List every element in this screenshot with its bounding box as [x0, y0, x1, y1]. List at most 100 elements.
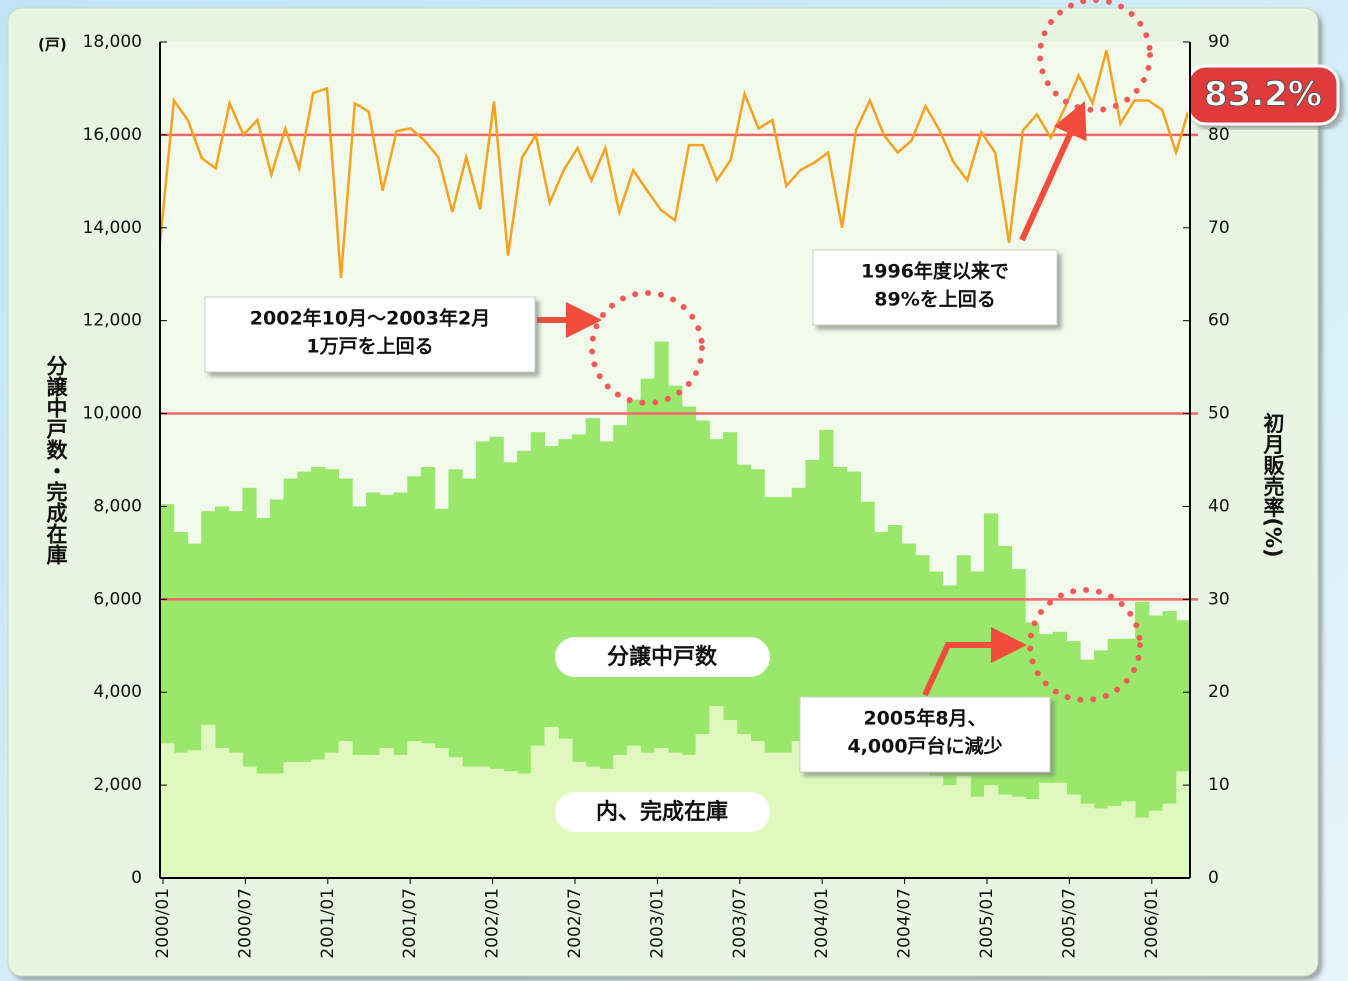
bar — [1135, 817, 1150, 878]
series-label: 分譲中戸数 — [607, 644, 718, 670]
bar — [434, 747, 449, 878]
annotation-text: 1996年度以来で — [861, 260, 1009, 283]
bar — [956, 775, 971, 878]
bar — [297, 761, 312, 878]
x-tick-label: 2002/01 — [483, 888, 503, 959]
bar — [874, 759, 889, 878]
bar — [1107, 806, 1122, 878]
series-label-box — [555, 792, 770, 832]
highlight-circle — [1027, 587, 1143, 703]
bar — [393, 754, 408, 878]
x-tick-label: 2001/07 — [400, 888, 420, 959]
arrow — [922, 627, 1027, 697]
y-tick-label: 8,000 — [93, 496, 142, 516]
bar — [929, 775, 944, 878]
bar — [228, 752, 243, 878]
x-tick-label: 2004/01 — [812, 888, 832, 959]
bar — [324, 752, 340, 878]
bar — [1176, 771, 1191, 878]
y2-tick-label: 90 — [1208, 32, 1230, 52]
badge-box — [1186, 64, 1340, 126]
bar — [846, 754, 861, 878]
bar — [517, 773, 532, 878]
y-tick-label: 14,000 — [83, 218, 142, 238]
y2-tick-label: 20 — [1208, 682, 1230, 702]
bar — [1148, 810, 1164, 878]
bar — [160, 743, 175, 878]
y-axis-label: 分譲中戸数・完成在庫 — [44, 355, 68, 566]
bar — [819, 745, 834, 878]
bar — [311, 759, 326, 878]
annotation-box — [204, 296, 536, 373]
bar — [915, 771, 930, 878]
series-label-box — [555, 637, 770, 677]
bar — [1011, 796, 1026, 878]
rate-line — [158, 50, 1192, 279]
bar — [530, 745, 546, 878]
bar — [462, 766, 477, 878]
y-tick-label: 18,000 — [83, 32, 142, 52]
annotation-box — [812, 249, 1058, 326]
y2-tick-label: 80 — [1208, 125, 1230, 145]
bar — [214, 747, 230, 878]
y2-tick-label: 70 — [1208, 218, 1230, 238]
bar — [366, 754, 381, 878]
bar — [407, 740, 422, 878]
bar — [269, 773, 285, 878]
x-tick-label: 2001/01 — [318, 888, 338, 959]
y-tick-label: 6,000 — [93, 589, 142, 609]
y2-tick-label: 40 — [1208, 496, 1230, 516]
annotation-text: 2005年8月、 — [863, 707, 986, 730]
y-tick-label: 2,000 — [93, 775, 142, 795]
bar — [832, 752, 848, 878]
x-tick-label: 2005/07 — [1059, 888, 1079, 959]
bar — [654, 341, 669, 879]
annotation-text: 2002年10月〜2003年2月 — [250, 307, 490, 330]
bar — [173, 752, 188, 878]
bar — [1162, 803, 1177, 878]
bar — [201, 724, 216, 878]
y2-axis-label: 初月販売率(%) — [1261, 412, 1286, 558]
bar — [448, 757, 463, 878]
bar — [503, 771, 518, 878]
bar — [475, 766, 491, 878]
annotation-text: 89%を上回る — [874, 289, 995, 311]
bar — [256, 773, 271, 878]
bar — [901, 768, 916, 878]
y-tick-label: 0 — [131, 868, 142, 888]
x-tick-label: 2003/01 — [647, 888, 667, 959]
highlight-circle — [589, 290, 705, 406]
y2-tick-label: 10 — [1208, 775, 1230, 795]
annotation-text: 1万戸を上回る — [306, 336, 433, 358]
y-tick-label: 10,000 — [83, 404, 142, 424]
y2-tick-label: 0 — [1208, 868, 1219, 888]
bar — [860, 757, 875, 878]
bar — [187, 750, 202, 878]
bar — [997, 794, 1012, 878]
bar — [1052, 782, 1067, 878]
bar — [517, 450, 532, 878]
bar — [1038, 782, 1054, 878]
x-tick-label: 2004/07 — [895, 888, 915, 959]
bar — [544, 727, 559, 878]
bar — [1135, 601, 1150, 878]
bar — [338, 740, 353, 878]
bar — [1080, 803, 1095, 878]
y2-tick-label: 60 — [1208, 311, 1230, 331]
bar — [791, 740, 806, 878]
bar — [489, 436, 504, 878]
x-tick-label: 2000/07 — [235, 888, 255, 959]
bar — [379, 747, 394, 878]
bar — [242, 766, 257, 878]
y2-tick-label: 50 — [1208, 404, 1230, 424]
bar — [942, 785, 958, 878]
bar — [420, 743, 436, 878]
y-tick-label: 12,000 — [83, 311, 142, 331]
bar — [887, 764, 903, 878]
x-tick-label: 2003/07 — [730, 888, 750, 959]
x-tick-label: 2000/01 — [153, 888, 173, 959]
bar — [352, 754, 367, 878]
highlight-circle — [1037, 0, 1153, 113]
